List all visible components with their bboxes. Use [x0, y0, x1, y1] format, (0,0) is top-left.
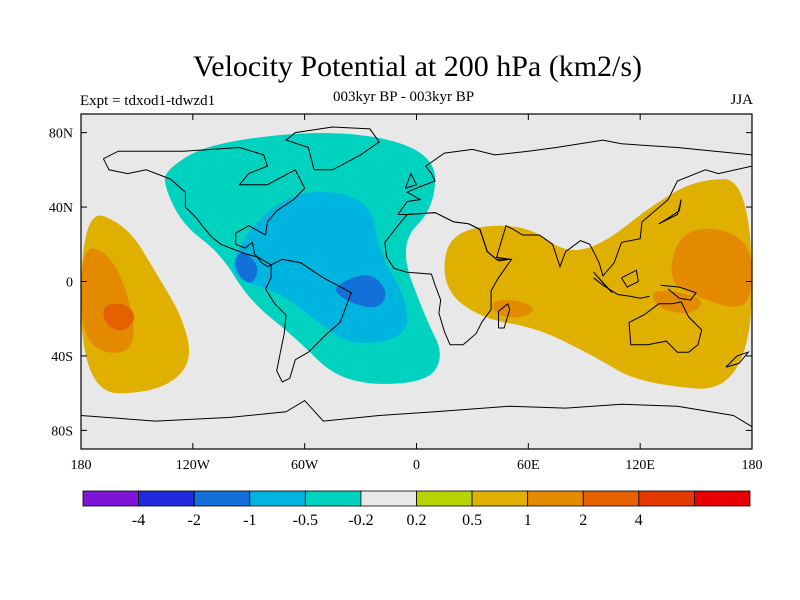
colorbar-label: -4 — [132, 512, 145, 529]
colorbar-swatch — [582, 490, 640, 507]
contour-region-11 — [492, 300, 533, 318]
contour-region-3 — [235, 252, 258, 283]
colorbar-swatch — [527, 490, 584, 507]
coastline-7 — [628, 301, 703, 353]
season-label: JJA — [730, 92, 753, 108]
y-tick-label: 80N — [49, 127, 73, 142]
x-tick-label: 180 — [742, 458, 763, 473]
coastline-15 — [660, 284, 697, 301]
colorbar-swatch — [193, 490, 251, 507]
contour-region-12 — [103, 303, 135, 331]
x-tick-label: 0 — [413, 458, 420, 473]
colorbar-swatch — [471, 490, 529, 507]
colorbar-swatch — [138, 490, 195, 507]
y-tick-label: 40S — [51, 350, 73, 365]
x-tick-label: 120W — [176, 458, 211, 473]
y-tick-label: 80S — [51, 424, 73, 439]
coastline-2 — [264, 258, 352, 383]
period-label: 003kyr BP - 003kyr BP — [333, 89, 475, 105]
experiment-label: Expt = tdxod1-tdwzd1 — [80, 93, 216, 109]
coastline-10 — [404, 172, 418, 189]
colorbar: -4 -2 -1 -0.5 -0.2 0.2 0.5 1 2 4 — [82, 490, 751, 529]
coastline-8 — [593, 271, 613, 294]
colorbar-swatch — [416, 490, 473, 507]
colorbar-swatch — [694, 490, 751, 507]
colorbar-label: -1 — [243, 512, 256, 529]
colorbar-swatch — [638, 490, 695, 507]
coastline-layer — [81, 126, 752, 428]
x-tick-label: 120E — [625, 458, 655, 473]
colorbar-label: 0.2 — [407, 512, 427, 529]
colorbar-label: -2 — [188, 512, 201, 529]
x-tick-label: 60W — [291, 458, 319, 473]
contour-region-10 — [652, 290, 701, 313]
coastline-3 — [284, 126, 380, 171]
colorbar-label: 4 — [635, 512, 643, 529]
colorbar-label: 1 — [524, 512, 532, 529]
contour-region-9 — [671, 228, 752, 307]
coastline-9 — [658, 199, 682, 225]
coastline-5 — [384, 212, 513, 346]
colorbar-swatch — [360, 490, 417, 507]
colorbar-swatch — [249, 490, 306, 507]
x-tick-label: 180 — [71, 458, 92, 473]
contour-fill-layer — [81, 133, 752, 394]
coastline-11 — [725, 351, 750, 368]
x-tick-label: 60E — [517, 458, 540, 473]
colorbar-swatch — [82, 490, 139, 507]
contour-region-4 — [335, 275, 386, 308]
contour-region-7 — [444, 179, 752, 389]
y-tick-label: 40N — [49, 201, 73, 216]
colorbar-swatch — [304, 490, 362, 507]
colorbar-label: -0.5 — [293, 512, 318, 529]
colorbar-label: 0.5 — [462, 512, 482, 529]
coastline-13 — [593, 277, 650, 299]
colorbar-label: -0.2 — [348, 512, 373, 529]
chart-title: Velocity Potential at 200 hPa (km2/s) — [192, 50, 643, 83]
coastline-6 — [498, 302, 511, 329]
colorbar-label: 2 — [579, 512, 587, 529]
coastline-12 — [81, 399, 752, 428]
axis-ticks: 180 120W 60W 0 60E 120E 180 80N 40N 0 40S 80S — [49, 114, 763, 473]
coastline-14 — [621, 269, 639, 288]
y-tick-label: 0 — [66, 276, 73, 291]
coastline-1 — [102, 146, 306, 268]
